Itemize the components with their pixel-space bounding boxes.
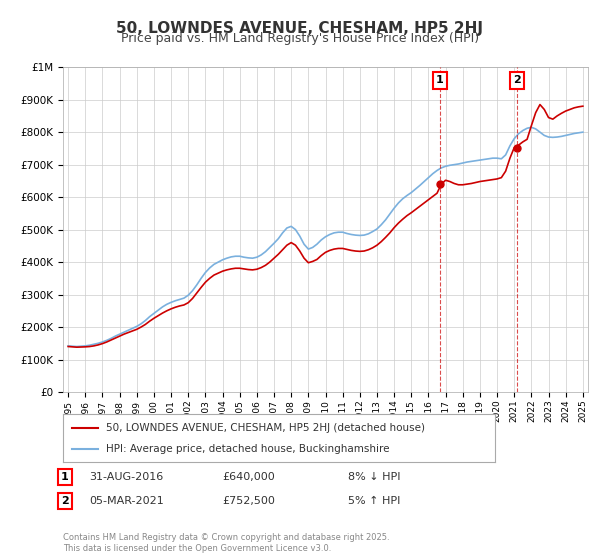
Text: 2: 2: [513, 75, 521, 85]
Text: 2: 2: [61, 496, 68, 506]
Text: £640,000: £640,000: [222, 472, 275, 482]
Text: £752,500: £752,500: [222, 496, 275, 506]
Text: HPI: Average price, detached house, Buckinghamshire: HPI: Average price, detached house, Buck…: [106, 444, 390, 454]
Text: 05-MAR-2021: 05-MAR-2021: [89, 496, 164, 506]
Text: Contains HM Land Registry data © Crown copyright and database right 2025.
This d: Contains HM Land Registry data © Crown c…: [63, 533, 389, 553]
Text: 31-AUG-2016: 31-AUG-2016: [89, 472, 163, 482]
Text: 5% ↑ HPI: 5% ↑ HPI: [348, 496, 400, 506]
Text: 8% ↓ HPI: 8% ↓ HPI: [348, 472, 401, 482]
Text: 50, LOWNDES AVENUE, CHESHAM, HP5 2HJ (detached house): 50, LOWNDES AVENUE, CHESHAM, HP5 2HJ (de…: [106, 423, 425, 433]
Text: 1: 1: [61, 472, 68, 482]
Text: 1: 1: [436, 75, 444, 85]
Text: Price paid vs. HM Land Registry's House Price Index (HPI): Price paid vs. HM Land Registry's House …: [121, 32, 479, 45]
Text: 50, LOWNDES AVENUE, CHESHAM, HP5 2HJ: 50, LOWNDES AVENUE, CHESHAM, HP5 2HJ: [116, 21, 484, 36]
